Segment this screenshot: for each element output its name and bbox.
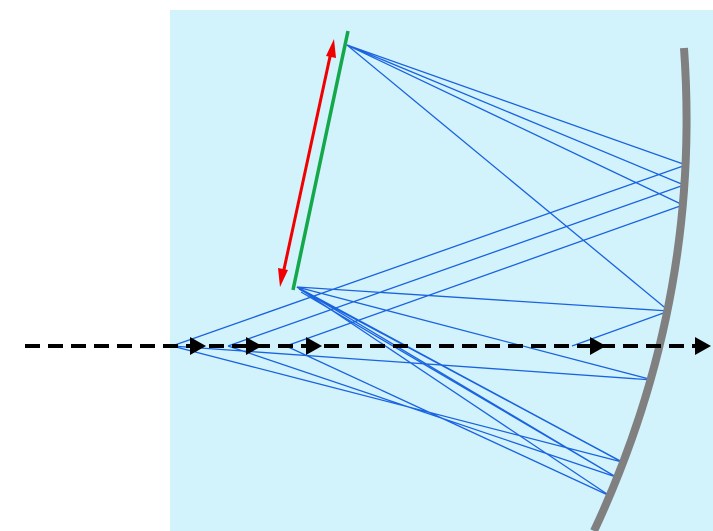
curved-mirror <box>590 47 691 531</box>
axis-arrowhead <box>190 337 206 355</box>
rotation-double-arrow <box>278 39 336 287</box>
ray-segment <box>571 310 670 347</box>
ray-segment <box>298 288 623 463</box>
rotation-arrowhead-down <box>278 268 288 287</box>
ray-segment <box>346 44 685 186</box>
ray-segment <box>171 164 687 347</box>
ray-segment <box>346 44 670 312</box>
ray-segment <box>296 286 670 312</box>
ray-segment <box>296 286 611 497</box>
ray-segment <box>296 286 654 381</box>
ray-segment <box>285 345 611 497</box>
ray-segment <box>346 44 684 206</box>
rotation-arrowhead-up <box>326 39 336 58</box>
ray-segment <box>300 291 617 478</box>
axis-arrowhead <box>306 337 322 355</box>
axis-arrowhead <box>590 337 606 355</box>
ray-segment <box>346 44 687 166</box>
axis-arrowhead <box>246 337 262 355</box>
ray-segment <box>227 345 617 478</box>
axis-arrowhead <box>695 337 711 355</box>
ray-bundle <box>171 44 687 497</box>
ray-segment <box>171 345 623 463</box>
dashed-optical-axis <box>25 337 711 355</box>
ray-segment <box>171 345 654 381</box>
grating <box>291 30 350 291</box>
ray-segment <box>227 184 685 347</box>
